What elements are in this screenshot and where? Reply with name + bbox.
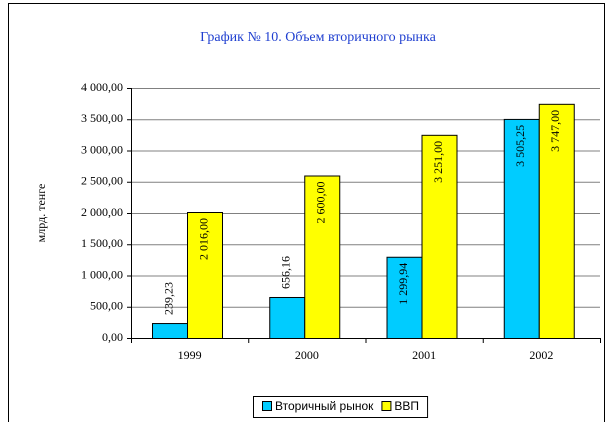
data-label: 3 505,25	[513, 125, 527, 167]
data-label: 239,23	[161, 282, 175, 315]
y-tick-label: 4 000,00	[81, 80, 123, 94]
x-tick-label: 2001	[412, 348, 436, 362]
data-label: 3 251,00	[431, 141, 445, 183]
y-tick-label: 1 500,00	[81, 236, 123, 250]
x-tick-label: 2000	[295, 348, 319, 362]
data-label: 1 299,94	[396, 263, 410, 305]
legend-label: ВВП	[394, 399, 419, 413]
y-tick-label: 500,00	[90, 299, 123, 313]
bar	[187, 212, 223, 339]
bar	[421, 134, 458, 339]
data-label: 656,16	[279, 256, 293, 289]
y-tick-label: 2 500,00	[81, 174, 123, 188]
y-tick-label: 1 000,00	[81, 267, 123, 281]
legend-label: Вторичный рынок	[275, 399, 374, 413]
y-tick-label: 3 500,00	[81, 111, 123, 125]
chart-title: График № 10. Объем вторичного рынка	[200, 30, 436, 45]
y-tick-label: 2 000,00	[81, 205, 123, 219]
bar	[269, 296, 306, 339]
legend-swatch	[262, 401, 272, 411]
x-tick-label: 2002	[529, 348, 553, 362]
y-axis-label: млрд. тенге	[34, 184, 48, 243]
data-label: 2 600,00	[314, 182, 328, 224]
bar	[503, 118, 540, 339]
y-tick-label: 3 000,00	[81, 142, 123, 156]
data-label: 2 016,00	[196, 218, 210, 260]
bar	[152, 323, 188, 340]
legend-swatch	[381, 401, 392, 411]
bar	[538, 103, 575, 339]
x-tick-label: 1999	[178, 348, 202, 362]
data-label: 3 747,00	[548, 110, 562, 152]
y-tick-label: 0,00	[102, 330, 123, 344]
